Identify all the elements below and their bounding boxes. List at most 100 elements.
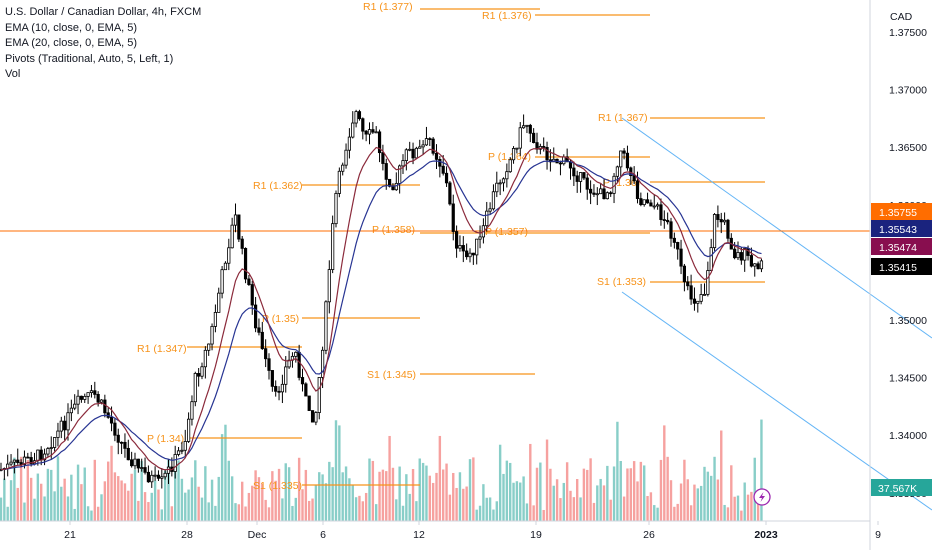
lightning-icon[interactable] bbox=[753, 488, 771, 506]
volume-bar bbox=[297, 457, 301, 521]
candle bbox=[639, 192, 643, 207]
time-axis[interactable]: 21 28 Dec 6 12 19 26 2023 9 bbox=[64, 521, 881, 541]
volume-bar bbox=[187, 489, 190, 521]
volume-bar bbox=[689, 505, 693, 521]
pivot-level[interactable]: P (1.34) bbox=[147, 433, 302, 445]
candle bbox=[458, 235, 462, 252]
volume-bar bbox=[462, 488, 465, 521]
pivot-level[interactable]: P (1.36) bbox=[603, 177, 765, 189]
candle bbox=[310, 410, 315, 423]
candle bbox=[431, 137, 435, 156]
pivot-level[interactable]: R1 (1.376) bbox=[482, 10, 650, 22]
y-tick-label: 1.37500 bbox=[889, 27, 927, 39]
trend-channel[interactable] bbox=[621, 117, 932, 511]
volume-bar bbox=[428, 475, 431, 521]
volume-bar bbox=[244, 506, 247, 521]
pivot-level[interactable]: R1 (1.362) bbox=[253, 180, 420, 192]
x-tick-label: 12 bbox=[413, 529, 425, 541]
candle bbox=[324, 300, 328, 355]
volume-bar bbox=[46, 468, 50, 521]
pivot-level[interactable]: P (1.357) bbox=[485, 226, 650, 238]
candle bbox=[63, 415, 67, 441]
candle bbox=[103, 394, 107, 418]
volume-bar bbox=[492, 509, 495, 521]
candle bbox=[532, 128, 536, 144]
candle bbox=[260, 321, 264, 350]
candle bbox=[183, 429, 187, 458]
volume-bar bbox=[542, 509, 545, 521]
candle bbox=[150, 470, 154, 488]
volume-bar bbox=[612, 466, 616, 521]
volume-bar bbox=[746, 494, 750, 521]
volume-bar bbox=[19, 456, 23, 521]
candle bbox=[562, 154, 566, 166]
volume-legend[interactable]: Vol bbox=[5, 68, 21, 80]
candle bbox=[575, 170, 579, 193]
symbol-title[interactable]: U.S. Dollar / Canadian Dollar, 4h, FXCM bbox=[5, 6, 202, 18]
candle bbox=[528, 123, 532, 143]
volume-bar bbox=[368, 458, 371, 521]
pivot-level[interactable]: P (1.35) bbox=[262, 313, 420, 325]
pivot-label: R1 (1.376) bbox=[482, 10, 532, 22]
volume-bar bbox=[371, 460, 375, 521]
volume-bar bbox=[472, 457, 475, 521]
candle bbox=[602, 179, 606, 200]
pivot-level[interactable]: R1 (1.347) bbox=[137, 343, 302, 355]
y-tick-label: 1.34500 bbox=[889, 373, 927, 385]
candle bbox=[26, 452, 30, 459]
volume-bar bbox=[174, 457, 177, 521]
volume-bar bbox=[716, 479, 720, 521]
pivot-level[interactable]: S1 (1.353) bbox=[597, 276, 765, 288]
volume-bar bbox=[120, 480, 123, 521]
volume-bar bbox=[123, 483, 127, 521]
x-tick-label: 19 bbox=[530, 529, 542, 541]
y-tick-label: 1.34000 bbox=[889, 430, 927, 442]
candle bbox=[16, 448, 20, 465]
candle bbox=[331, 215, 335, 274]
candle bbox=[287, 350, 291, 369]
price-badge: 1.35543 bbox=[871, 220, 932, 237]
volume-bar bbox=[465, 486, 468, 521]
volume-bar bbox=[495, 501, 498, 521]
volume-bar bbox=[579, 497, 582, 521]
pivot-level[interactable]: S1 (1.345) bbox=[367, 369, 535, 381]
volume-bar bbox=[478, 505, 482, 521]
candle bbox=[79, 395, 83, 403]
volume-bar bbox=[53, 491, 56, 521]
volume-bar bbox=[100, 494, 103, 521]
volume-bar bbox=[6, 506, 9, 521]
volume-bar bbox=[197, 486, 200, 521]
channel-lower-line[interactable] bbox=[621, 291, 932, 511]
ema10-legend[interactable]: EMA (10, close, 0, EMA, 5) bbox=[5, 21, 138, 34]
pivots-legend[interactable]: Pivots (Traditional, Auto, 5, Left, 1) bbox=[5, 52, 174, 65]
volume-bar bbox=[458, 472, 462, 521]
candle bbox=[280, 374, 285, 404]
volume-bar bbox=[713, 456, 716, 521]
candle bbox=[719, 212, 723, 234]
ema20-legend[interactable]: EMA (20, close, 0, EMA, 5) bbox=[5, 37, 138, 49]
candle bbox=[384, 158, 388, 190]
volume-bar bbox=[535, 467, 539, 521]
volume-bar bbox=[653, 505, 656, 521]
volume-bar bbox=[519, 482, 522, 521]
candle bbox=[32, 452, 37, 466]
pivot-label: P (1.358) bbox=[372, 224, 415, 236]
volume-bar bbox=[589, 458, 592, 521]
candle bbox=[676, 241, 680, 260]
volume-bar bbox=[569, 490, 572, 521]
pivot-level[interactable]: R1 (1.377) bbox=[363, 1, 540, 13]
volume-bar bbox=[760, 419, 763, 521]
pivot-level[interactable]: R1 (1.367) bbox=[598, 112, 765, 124]
volume-bar bbox=[237, 504, 241, 521]
channel-upper-line[interactable] bbox=[621, 117, 932, 339]
volume-bar bbox=[529, 443, 532, 521]
candle bbox=[545, 141, 549, 170]
candle bbox=[652, 194, 656, 210]
volume-bar bbox=[241, 481, 244, 521]
volume-bar bbox=[36, 473, 40, 521]
candle bbox=[759, 258, 764, 273]
candle bbox=[140, 458, 144, 472]
candle bbox=[535, 132, 539, 154]
pivot-level[interactable]: S1 (1.335) bbox=[253, 480, 420, 492]
